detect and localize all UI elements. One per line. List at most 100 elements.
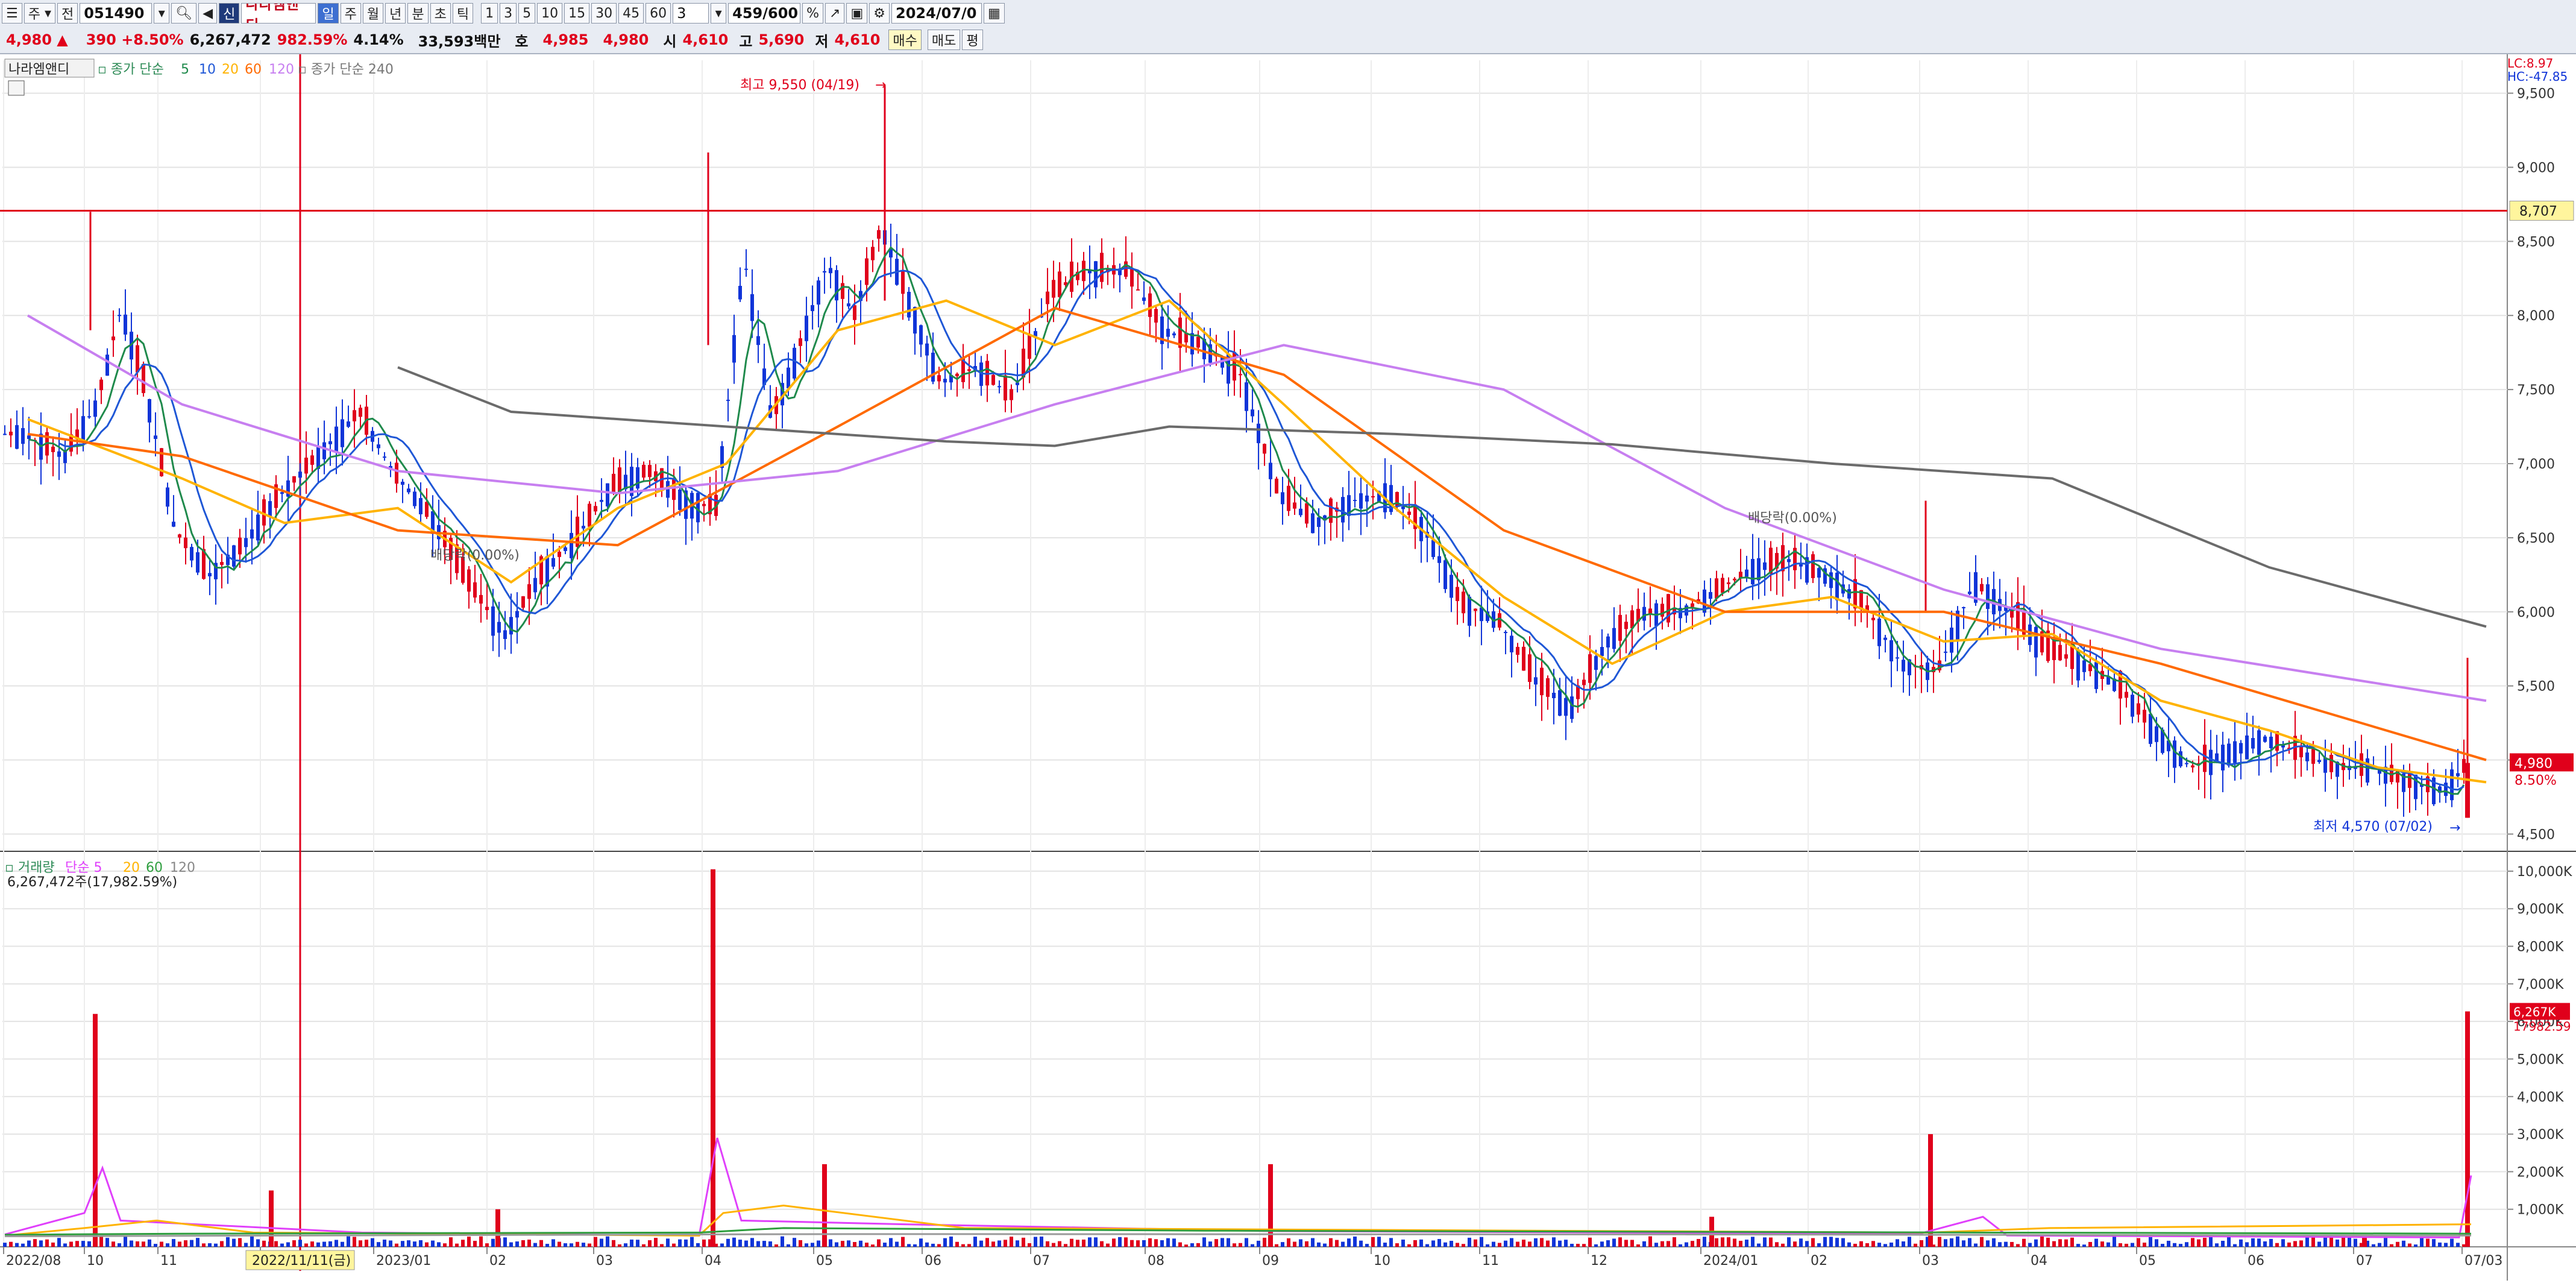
volume-bar[interactable] bbox=[937, 1244, 941, 1247]
volume-bar[interactable] bbox=[1257, 1240, 1260, 1247]
candle-body[interactable] bbox=[3, 433, 7, 435]
volume-bar[interactable] bbox=[558, 1241, 561, 1247]
volume-bar[interactable] bbox=[1450, 1241, 1453, 1247]
volume-bar[interactable] bbox=[1588, 1237, 1592, 1247]
volume-bar[interactable] bbox=[262, 1240, 266, 1247]
volume-bar[interactable] bbox=[702, 1239, 706, 1247]
volume-bar[interactable] bbox=[582, 1243, 585, 1247]
candle-body[interactable] bbox=[1877, 618, 1881, 646]
volume-bar[interactable] bbox=[1938, 1237, 1941, 1247]
volume-bar[interactable] bbox=[33, 1239, 37, 1247]
volume-bar[interactable] bbox=[51, 1242, 55, 1247]
volume-bar[interactable] bbox=[2070, 1237, 2074, 1247]
volume-bar[interactable] bbox=[1154, 1239, 1158, 1247]
candle-body[interactable] bbox=[1859, 590, 1863, 610]
volume-bar[interactable] bbox=[895, 1241, 899, 1247]
candle-body[interactable] bbox=[1498, 613, 1501, 628]
volume-spike-bar[interactable] bbox=[495, 1209, 500, 1247]
volume-bar[interactable] bbox=[280, 1243, 284, 1247]
candle-body[interactable] bbox=[377, 444, 380, 449]
candle-body[interactable] bbox=[479, 594, 483, 604]
candle-body[interactable] bbox=[847, 303, 850, 307]
candle-body[interactable] bbox=[2390, 764, 2393, 783]
volume-bar[interactable] bbox=[1275, 1244, 1278, 1247]
candle-body[interactable] bbox=[2299, 746, 2303, 758]
candle-body[interactable] bbox=[1124, 261, 1128, 277]
candle-body[interactable] bbox=[1606, 636, 1610, 648]
candle-body[interactable] bbox=[2143, 710, 2146, 723]
volume-bar[interactable] bbox=[509, 1242, 513, 1247]
candle-body[interactable] bbox=[943, 379, 947, 383]
volume-bar[interactable] bbox=[2221, 1240, 2225, 1247]
volume-bar[interactable] bbox=[636, 1240, 639, 1247]
volume-bar[interactable] bbox=[2281, 1239, 2285, 1247]
volume-bar[interactable] bbox=[1311, 1238, 1315, 1247]
volume-bar[interactable] bbox=[799, 1240, 802, 1247]
volume-bar[interactable] bbox=[437, 1242, 441, 1247]
candle-body[interactable] bbox=[1739, 572, 1742, 579]
candle-body[interactable] bbox=[69, 434, 73, 452]
candle-body[interactable] bbox=[2064, 654, 2068, 659]
volume-bar[interactable] bbox=[1160, 1240, 1164, 1247]
volume-bar[interactable] bbox=[1980, 1237, 1984, 1247]
volume-bar[interactable] bbox=[1413, 1240, 1417, 1247]
candle-body[interactable] bbox=[1787, 559, 1791, 563]
volume-bar[interactable] bbox=[1383, 1243, 1387, 1247]
volume-bar[interactable] bbox=[1902, 1241, 1905, 1247]
volume-bar[interactable] bbox=[395, 1243, 398, 1247]
volume-bar[interactable] bbox=[1932, 1244, 1935, 1247]
volume-spike-bar[interactable] bbox=[1928, 1134, 1933, 1247]
candle-body[interactable] bbox=[702, 503, 706, 506]
candle-body[interactable] bbox=[1082, 260, 1085, 282]
volume-bar[interactable] bbox=[443, 1243, 447, 1247]
candle-body[interactable] bbox=[280, 492, 284, 494]
volume-bar[interactable] bbox=[1492, 1241, 1495, 1247]
period-button-day[interactable]: 일 bbox=[318, 3, 339, 24]
volume-bar[interactable] bbox=[1317, 1242, 1321, 1247]
candle-body[interactable] bbox=[2113, 678, 2116, 692]
volume-bar[interactable] bbox=[2311, 1237, 2315, 1247]
volume-bar[interactable] bbox=[1769, 1237, 1773, 1247]
candle-body[interactable] bbox=[708, 494, 712, 515]
candle-body[interactable] bbox=[2179, 751, 2182, 766]
candle-body[interactable] bbox=[1703, 589, 1706, 613]
candle-body[interactable] bbox=[1757, 558, 1761, 581]
stock-code-input[interactable]: 051490 bbox=[80, 3, 152, 24]
candle-body[interactable] bbox=[1281, 492, 1284, 505]
volume-bar[interactable] bbox=[1600, 1241, 1604, 1247]
candle-body[interactable] bbox=[925, 343, 929, 356]
candle-body[interactable] bbox=[2438, 786, 2442, 793]
volume-bar[interactable] bbox=[1504, 1240, 1507, 1247]
volume-bar[interactable] bbox=[1576, 1244, 1580, 1247]
candle-body[interactable] bbox=[756, 336, 760, 345]
volume-bar[interactable] bbox=[57, 1238, 61, 1247]
volume-bar[interactable] bbox=[1106, 1243, 1110, 1247]
candle-body[interactable] bbox=[316, 446, 320, 469]
candle-body[interactable] bbox=[1486, 611, 1489, 621]
candle-body[interactable] bbox=[1172, 333, 1176, 336]
volume-bar[interactable] bbox=[1944, 1239, 1947, 1247]
volume-bar[interactable] bbox=[750, 1238, 754, 1247]
candle-body[interactable] bbox=[425, 502, 429, 517]
candle-body[interactable] bbox=[1727, 582, 1730, 584]
volume-bar[interactable] bbox=[515, 1241, 519, 1247]
candle-body[interactable] bbox=[1052, 280, 1055, 298]
volume-bar[interactable] bbox=[1136, 1240, 1140, 1247]
volume-bar[interactable] bbox=[1546, 1240, 1550, 1247]
candle-body[interactable] bbox=[2257, 730, 2261, 755]
candle-body[interactable] bbox=[160, 448, 163, 476]
volume-bar[interactable] bbox=[136, 1241, 139, 1247]
volume-bar[interactable] bbox=[377, 1242, 380, 1247]
candle-body[interactable] bbox=[744, 268, 748, 270]
candle-body[interactable] bbox=[1118, 268, 1122, 276]
candle-body[interactable] bbox=[750, 294, 754, 321]
volume-bar[interactable] bbox=[805, 1243, 808, 1247]
candle-body[interactable] bbox=[2450, 769, 2454, 801]
candle-body[interactable] bbox=[268, 501, 272, 517]
candle-body[interactable] bbox=[2323, 757, 2327, 773]
volume-bar[interactable] bbox=[1594, 1244, 1598, 1247]
candle-body[interactable] bbox=[594, 506, 597, 512]
volume-bar[interactable] bbox=[2161, 1244, 2164, 1247]
volume-bar[interactable] bbox=[817, 1240, 820, 1247]
volume-bar[interactable] bbox=[2076, 1244, 2080, 1247]
